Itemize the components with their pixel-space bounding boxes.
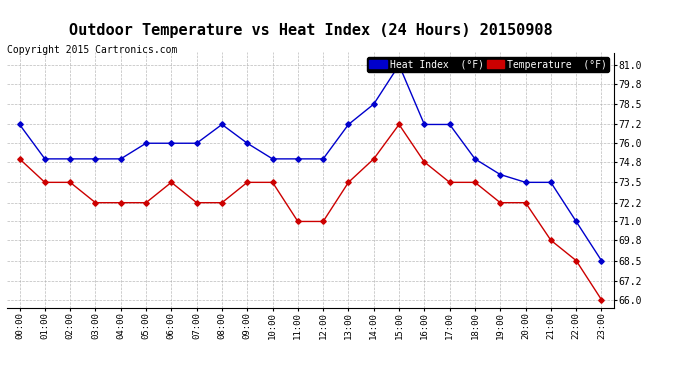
- Text: Outdoor Temperature vs Heat Index (24 Hours) 20150908: Outdoor Temperature vs Heat Index (24 Ho…: [69, 22, 552, 38]
- Text: Copyright 2015 Cartronics.com: Copyright 2015 Cartronics.com: [7, 45, 177, 55]
- Legend: Heat Index  (°F), Temperature  (°F): Heat Index (°F), Temperature (°F): [367, 57, 609, 72]
